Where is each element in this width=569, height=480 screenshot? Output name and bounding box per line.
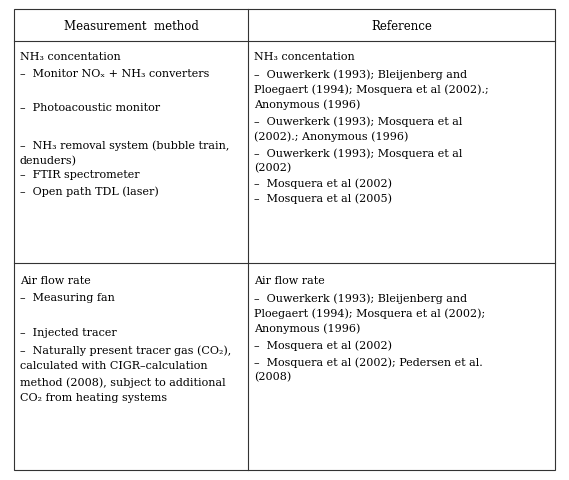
Text: –  Measuring fan: – Measuring fan [20,292,115,302]
Text: denuders): denuders) [20,156,77,166]
Text: –  Ouwerkerk (1993); Bleijenberg and: – Ouwerkerk (1993); Bleijenberg and [254,292,467,303]
Text: –  Open path TDL (laser): – Open path TDL (laser) [20,186,159,196]
Text: NH₃ concentation: NH₃ concentation [20,52,121,62]
Text: –  Mosquera et al (2002): – Mosquera et al (2002) [254,339,392,350]
Text: Ploegaert (1994); Mosquera et al (2002);: Ploegaert (1994); Mosquera et al (2002); [254,307,485,318]
Text: (2008): (2008) [254,371,291,382]
Text: –  Mosquera et al (2002); Pedersen et al.: – Mosquera et al (2002); Pedersen et al. [254,356,483,367]
Text: –  Injected tracer: – Injected tracer [20,327,117,337]
Text: NH₃ concentation: NH₃ concentation [254,52,354,62]
Text: (2002): (2002) [254,163,291,173]
Text: (2002).; Anonymous (1996): (2002).; Anonymous (1996) [254,131,409,141]
Text: –  Monitor NOₓ + NH₃ converters: – Monitor NOₓ + NH₃ converters [20,69,209,79]
Text: –  Naturally present tracer gas (CO₂),: – Naturally present tracer gas (CO₂), [20,344,231,355]
Text: Measurement  method: Measurement method [64,20,199,33]
Text: –  Mosquera et al (2002): – Mosquera et al (2002) [254,178,392,188]
Text: Ploegaert (1994); Mosquera et al (2002).;: Ploegaert (1994); Mosquera et al (2002).… [254,84,489,95]
Text: –  Ouwerkerk (1993); Mosquera et al: – Ouwerkerk (1993); Mosquera et al [254,116,463,126]
Text: –  FTIR spectrometer: – FTIR spectrometer [20,169,139,180]
Text: Air flow rate: Air flow rate [20,276,90,286]
Text: –  Ouwerkerk (1993); Mosquera et al: – Ouwerkerk (1993); Mosquera et al [254,148,463,158]
Text: Air flow rate: Air flow rate [254,276,325,286]
Text: –  Mosquera et al (2005): – Mosquera et al (2005) [254,192,392,203]
Text: –  Photoacoustic monitor: – Photoacoustic monitor [20,103,160,113]
Text: Reference: Reference [371,20,432,33]
Text: method (2008), subject to additional: method (2008), subject to additional [20,376,226,387]
Text: CO₂ from heating systems: CO₂ from heating systems [20,392,167,402]
Text: –  NH₃ removal system (bubble train,: – NH₃ removal system (bubble train, [20,140,229,150]
Text: Anonymous (1996): Anonymous (1996) [254,99,360,109]
Text: calculated with CIGR–calculation: calculated with CIGR–calculation [20,360,208,370]
Text: –  Ouwerkerk (1993); Bleijenberg and: – Ouwerkerk (1993); Bleijenberg and [254,69,467,79]
Text: Anonymous (1996): Anonymous (1996) [254,323,360,333]
